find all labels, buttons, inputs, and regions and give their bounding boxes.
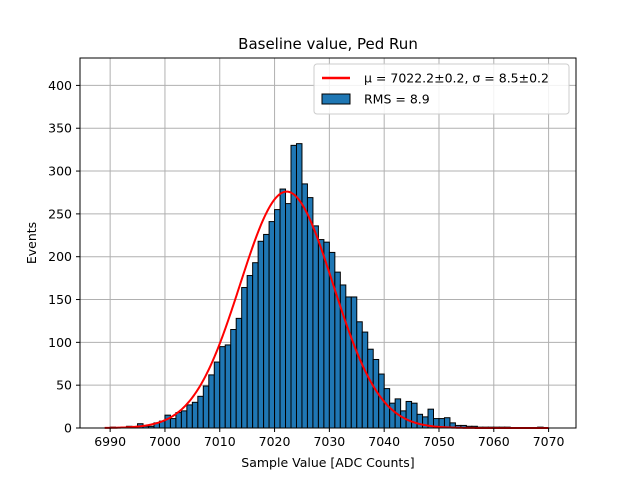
- y-tick-label: 400: [48, 78, 72, 93]
- histogram-bar: [252, 262, 259, 429]
- x-tick-label: 7040: [368, 434, 400, 449]
- histogram-bar: [186, 404, 193, 429]
- y-tick-label: 250: [48, 206, 72, 221]
- y-tick-label: 200: [48, 249, 72, 264]
- histogram-bar: [416, 413, 424, 429]
- histogram-bar: [383, 388, 391, 429]
- histogram-bar: [367, 348, 374, 429]
- histogram-bar: [356, 321, 363, 429]
- histogram-bar: [290, 144, 297, 429]
- histogram-bar: [268, 221, 276, 429]
- histogram-bar: [246, 275, 254, 429]
- legend-rms-patch: [321, 93, 351, 105]
- chart-title: Baseline value, Ped Run: [238, 35, 418, 53]
- y-tick-label: 350: [48, 121, 72, 136]
- histogram-bar: [405, 400, 413, 429]
- x-tick-label: 7000: [149, 434, 181, 449]
- y-tick-label: 0: [64, 421, 72, 436]
- histogram-bar: [301, 183, 308, 429]
- legend-rms-label: RMS = 8.9: [364, 92, 430, 107]
- x-tick-label: 7050: [423, 434, 455, 449]
- histogram-bar: [389, 402, 396, 429]
- histogram-bar: [306, 197, 314, 429]
- x-tick-label: 7070: [533, 434, 565, 449]
- histogram-bar: [411, 402, 418, 429]
- y-tick-label: 100: [48, 335, 72, 350]
- histogram-bar: [213, 361, 221, 429]
- x-tick-label: 7010: [204, 434, 236, 449]
- histogram-bar: [263, 233, 270, 429]
- histogram-bar: [191, 401, 199, 429]
- histogram-bar: [350, 296, 358, 429]
- histogram-bar: [219, 346, 226, 429]
- plot-frame: [79, 57, 577, 429]
- x-tick-label: 7060: [478, 434, 510, 449]
- histogram-bar: [241, 287, 248, 429]
- legend: μ = 7022.2±0.2, σ = 8.5±0.2 RMS = 8.9: [313, 63, 570, 115]
- histogram-bar: [224, 344, 232, 429]
- y-tick-label: 50: [56, 378, 72, 393]
- histogram-bar: [230, 329, 237, 429]
- x-tick-label: 6990: [94, 434, 126, 449]
- histogram-bar: [197, 395, 204, 429]
- x-axis-label: Sample Value [ADC Counts]: [241, 455, 414, 470]
- histogram-bar: [295, 143, 303, 429]
- legend-fit-label: μ = 7022.2±0.2, σ = 8.5±0.2: [364, 71, 549, 86]
- x-tick-label: 7020: [259, 434, 291, 449]
- histogram-bar: [345, 296, 352, 429]
- histogram-bar: [208, 374, 215, 429]
- histogram-bar: [180, 410, 188, 429]
- y-tick-label: 300: [48, 164, 72, 179]
- histogram-bar: [279, 188, 287, 429]
- histogram-bar: [202, 385, 210, 429]
- histogram-bar: [317, 239, 325, 429]
- histogram-bar: [274, 209, 281, 429]
- y-tick-label: 150: [48, 292, 72, 307]
- y-axis-ticks: 0 50 100 150 200 250 300 350 400: [48, 78, 80, 436]
- histogram-bar: [175, 412, 182, 429]
- x-tick-label: 7030: [313, 434, 345, 449]
- histogram-bar: [361, 331, 369, 429]
- histogram-bar: [312, 225, 319, 429]
- histogram-bar: [257, 240, 265, 429]
- histogram-bar: [169, 418, 177, 429]
- y-axis-label: Events: [24, 222, 39, 264]
- histogram-bar: [285, 203, 292, 429]
- histogram-bar: [235, 317, 243, 429]
- x-axis-ticks: 6990 7000 7010 7020 7030 7040 7050 7060 7070: [94, 428, 565, 449]
- legend-box: [313, 63, 570, 115]
